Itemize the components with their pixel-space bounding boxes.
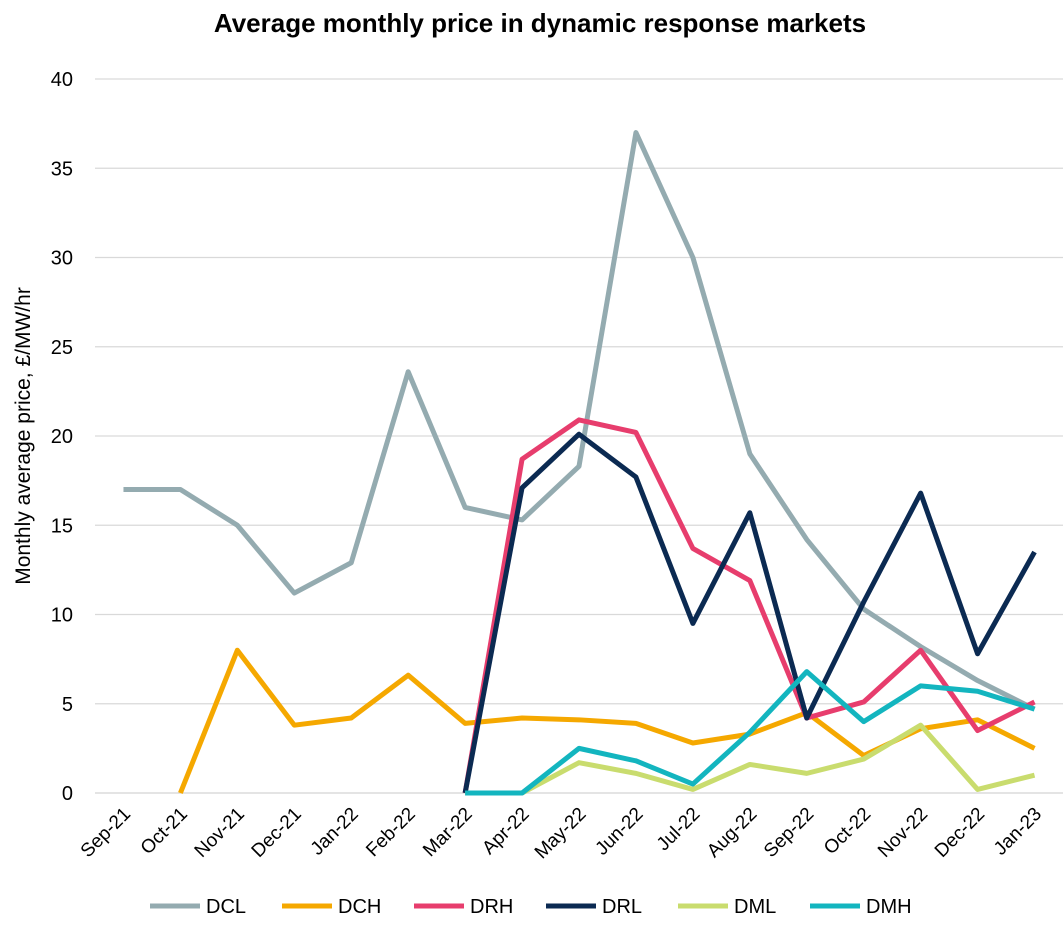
legend-label: DMH xyxy=(866,896,912,918)
x-tick-label: Nov-21 xyxy=(191,804,249,862)
y-tick-label: 15 xyxy=(51,515,73,537)
x-tick-label: Nov-22 xyxy=(874,804,932,862)
legend-label: DRL xyxy=(602,896,642,918)
x-tick-label: Aug-22 xyxy=(703,804,761,862)
x-tick-label: Sep-21 xyxy=(77,804,135,862)
y-tick-label: 5 xyxy=(62,694,73,716)
legend-label: DCH xyxy=(338,896,381,918)
x-tick-label: Jan-22 xyxy=(307,804,363,860)
y-tick-label: 25 xyxy=(51,337,73,359)
x-tick-label: Dec-21 xyxy=(248,804,306,862)
x-tick-label: Mar-22 xyxy=(419,804,476,861)
series-line xyxy=(178,647,1036,794)
x-tick-label: Dec-22 xyxy=(931,804,989,862)
y-axis-title: Monthly average price, £/MW/hr xyxy=(12,287,35,585)
x-tick-label: May-22 xyxy=(531,804,591,864)
x-tick-label: Feb-22 xyxy=(362,804,419,861)
x-tick-label: Oct-21 xyxy=(137,804,192,859)
x-tick-label: Jul-22 xyxy=(653,804,704,855)
x-tick-label: Jan-23 xyxy=(990,804,1046,860)
x-tick-label: Apr-22 xyxy=(478,804,533,859)
legend-label: DML xyxy=(734,896,776,918)
legend-label: DRH xyxy=(470,896,513,918)
x-tick-label: Sep-22 xyxy=(760,804,818,862)
x-tick-label: Oct-22 xyxy=(820,804,875,859)
x-tick-label: Jun-22 xyxy=(592,804,648,860)
y-tick-label: 10 xyxy=(51,605,73,627)
series-line xyxy=(465,722,1036,796)
y-tick-label: 0 xyxy=(62,783,73,805)
series-line xyxy=(462,431,1037,794)
series-line xyxy=(123,130,1036,712)
legend-label: DCL xyxy=(206,896,246,918)
series-line xyxy=(462,417,1036,794)
y-tick-label: 35 xyxy=(51,158,73,180)
y-tick-label: 40 xyxy=(51,69,73,91)
chart-title: Average monthly price in dynamic respons… xyxy=(214,8,866,38)
series-line xyxy=(465,669,1036,796)
y-tick-label: 20 xyxy=(51,426,73,448)
y-tick-label: 30 xyxy=(51,248,73,270)
